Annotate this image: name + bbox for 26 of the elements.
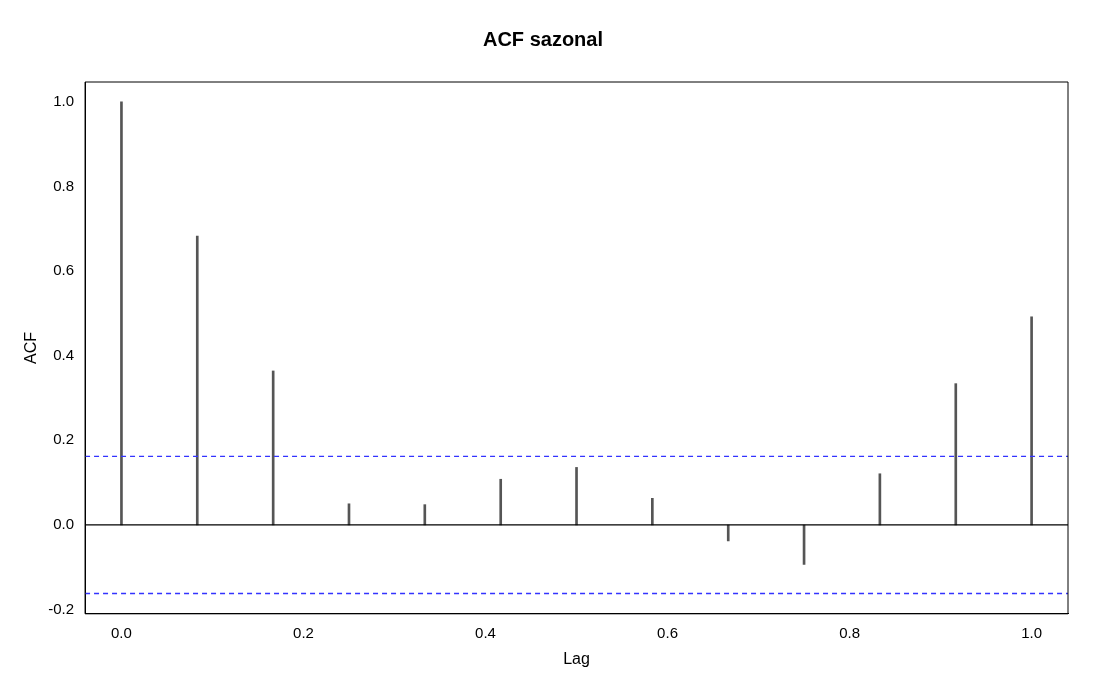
bar: [271, 370, 275, 526]
y-tick-label: 0.0: [53, 515, 75, 533]
x-tick-label: 0.0: [111, 623, 132, 641]
x-axis-title: Lag: [563, 649, 590, 667]
y-tick-label: 0.6: [53, 261, 75, 279]
bar: [499, 478, 503, 526]
bar: [954, 383, 958, 526]
bar: [575, 467, 578, 526]
chart-title: ACF sazonal: [482, 27, 604, 50]
y-tick-label: -0.2: [48, 599, 75, 617]
bar: [726, 524, 730, 542]
bar: [423, 504, 427, 526]
bar: [1030, 316, 1033, 526]
y-tick-label: 0.4: [53, 345, 75, 363]
x-tick-label: 0.6: [657, 623, 678, 641]
x-tick-label: 0.8: [839, 623, 860, 641]
y-axis-title: ACF: [22, 331, 40, 364]
x-tick-label: 1.0: [1021, 623, 1043, 641]
bar: [195, 235, 199, 526]
y-tick-label: 1.0: [53, 92, 75, 110]
x-tick-label: 0.2: [293, 623, 314, 641]
bar: [120, 101, 123, 526]
x-tick-label: 0.4: [475, 623, 496, 641]
y-tick-label: 0.2: [53, 430, 75, 448]
bar: [651, 497, 654, 526]
y-tick-label: 0.8: [53, 176, 75, 194]
